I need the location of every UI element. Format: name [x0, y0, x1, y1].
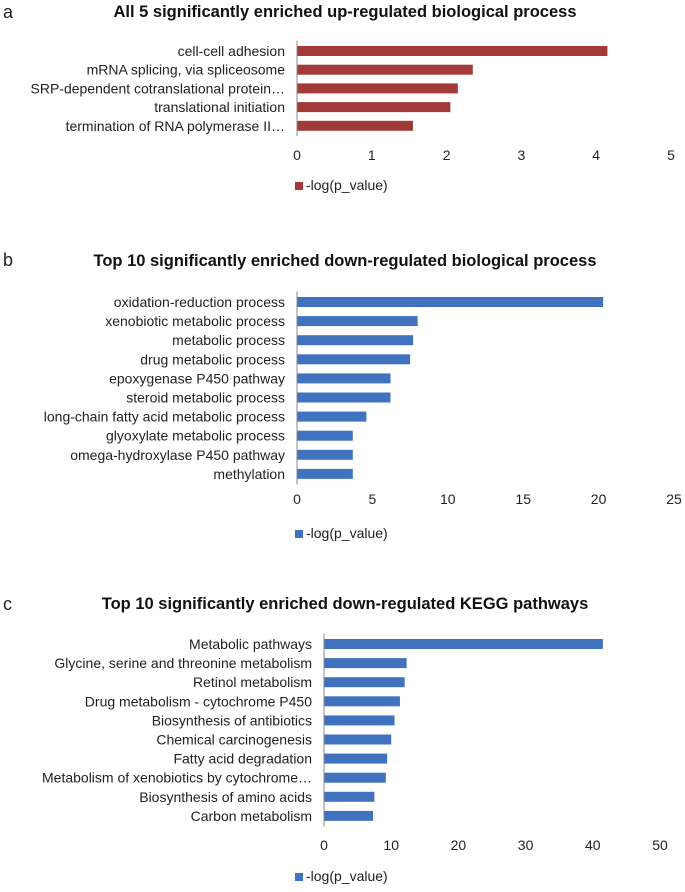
x-tick-labels: 0 5 10 15 20 25	[293, 491, 682, 507]
bar	[297, 373, 391, 384]
x-tick-label: 0	[293, 491, 301, 507]
bar	[297, 120, 413, 131]
x-tick-label: 10	[383, 837, 399, 853]
x-tick-label: 5	[667, 147, 675, 163]
bar	[297, 102, 451, 113]
category-label: mRNA splicing, via spliceosome	[87, 62, 286, 78]
category-label: Chemical carcinogenesis	[156, 732, 312, 748]
bar	[324, 772, 386, 783]
x-tick-labels: 0 10 20 30 40 50	[320, 837, 668, 853]
category-label: Metabolic pathways	[189, 636, 312, 652]
bar	[324, 810, 374, 821]
category-label: termination of RNA polymerase II…	[66, 118, 285, 134]
category-label: omega-hydroxylase P450 pathway	[70, 447, 285, 463]
panel-b: b Top 10 significantly enriched down-reg…	[3, 250, 682, 541]
category-label: glyoxylate metabolic process	[106, 428, 285, 444]
category-label: Biosynthesis of antibiotics	[152, 712, 312, 728]
x-tick-label: 25	[666, 491, 682, 507]
x-tick-label: 20	[591, 491, 607, 507]
bar	[324, 677, 405, 688]
bar	[324, 791, 375, 802]
bar	[297, 46, 608, 56]
bar	[297, 64, 473, 75]
panel-a: a All 5 significantly enriched up-regula…	[3, 2, 675, 193]
bar	[297, 83, 458, 94]
category-label: SRP-dependent cotranslational protein…	[31, 80, 286, 96]
bar	[297, 335, 414, 346]
x-tick-label: 0	[320, 837, 328, 853]
category-labels: Metabolic pathways Glycine, serine and th…	[42, 636, 312, 824]
category-label: epoxygenase P450 pathway	[109, 370, 285, 386]
x-tick-label: 20	[451, 837, 467, 853]
x-tick-label: 10	[440, 491, 456, 507]
legend-swatch	[295, 182, 303, 190]
panel-c: c Top 10 significantly enriched down-reg…	[3, 594, 668, 884]
legend-label: -log(p_value)	[306, 177, 388, 193]
panel-letter: b	[3, 250, 13, 270]
category-label: Carbon metabolism	[191, 808, 312, 824]
bar	[297, 449, 353, 460]
category-label: drug metabolic process	[140, 351, 285, 367]
category-label: metabolic process	[172, 332, 285, 348]
bar	[324, 658, 407, 669]
bar	[297, 316, 418, 327]
x-tick-label: 5	[369, 491, 377, 507]
category-label: oxidation-reduction process	[114, 294, 285, 310]
bar-group	[324, 639, 603, 821]
bar	[297, 430, 353, 441]
bar	[324, 734, 392, 745]
bar	[324, 753, 388, 764]
category-labels: oxidation-reduction process xenobiotic me…	[44, 294, 285, 482]
category-label: steroid metabolic process	[126, 390, 285, 406]
legend-swatch	[295, 873, 303, 881]
bar	[324, 715, 395, 726]
legend-label: -log(p_value)	[306, 868, 388, 884]
bar	[297, 297, 604, 307]
category-label: Retinol metabolism	[193, 674, 312, 690]
category-label: Biosynthesis of amino acids	[139, 789, 312, 805]
category-label: translational initiation	[154, 99, 285, 115]
bar-group	[297, 46, 608, 131]
x-tick-label: 15	[515, 491, 531, 507]
category-label: cell-cell adhesion	[178, 43, 285, 59]
bar	[324, 696, 400, 707]
x-tick-label: 40	[585, 837, 601, 853]
x-tick-label: 1	[368, 147, 376, 163]
category-label: long-chain fatty acid metabolic process	[44, 409, 285, 425]
panel-letter: a	[3, 2, 14, 22]
x-tick-label: 30	[518, 837, 534, 853]
x-tick-label: 4	[592, 147, 600, 163]
category-label: Fatty acid degradation	[173, 751, 312, 767]
x-tick-label: 2	[443, 147, 451, 163]
panel-letter: c	[3, 594, 12, 614]
bar	[297, 411, 367, 422]
x-tick-labels: 0 1 2 3 4 5	[293, 147, 675, 163]
legend-swatch	[295, 530, 303, 538]
x-tick-label: 3	[518, 147, 526, 163]
x-tick-label: 50	[652, 837, 668, 853]
bar	[297, 354, 411, 365]
bar-group	[297, 297, 604, 479]
category-label: Drug metabolism - cytochrome P450	[85, 693, 312, 709]
category-label: methylation	[213, 466, 285, 482]
legend-label: -log(p_value)	[306, 525, 388, 541]
bar	[297, 468, 353, 479]
chart-title: Top 10 significantly enriched down-regul…	[93, 252, 596, 270]
category-label: Glycine, serine and threonine metabolism	[54, 655, 312, 671]
x-tick-label: 0	[293, 147, 301, 163]
bar	[324, 639, 603, 649]
category-label: xenobiotic metabolic process	[105, 313, 285, 329]
category-labels: cell-cell adhesion mRNA splicing, via spl…	[31, 43, 286, 134]
chart-title: All 5 significantly enriched up-regulate…	[113, 3, 576, 21]
category-label: Metabolism of xenobiotics by cytochrome…	[42, 770, 312, 786]
bar	[297, 392, 391, 403]
chart-title: Top 10 significantly enriched down-regul…	[102, 595, 589, 613]
